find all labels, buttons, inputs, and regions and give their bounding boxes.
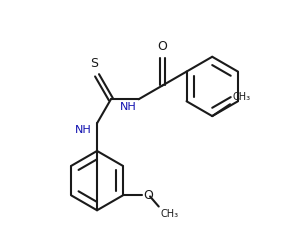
Text: NH: NH: [120, 102, 137, 112]
Text: CH₃: CH₃: [161, 208, 179, 219]
Text: S: S: [90, 57, 98, 70]
Text: CH₃: CH₃: [232, 92, 250, 102]
Text: NH: NH: [75, 125, 92, 135]
Text: O: O: [143, 189, 153, 202]
Text: O: O: [158, 40, 168, 53]
